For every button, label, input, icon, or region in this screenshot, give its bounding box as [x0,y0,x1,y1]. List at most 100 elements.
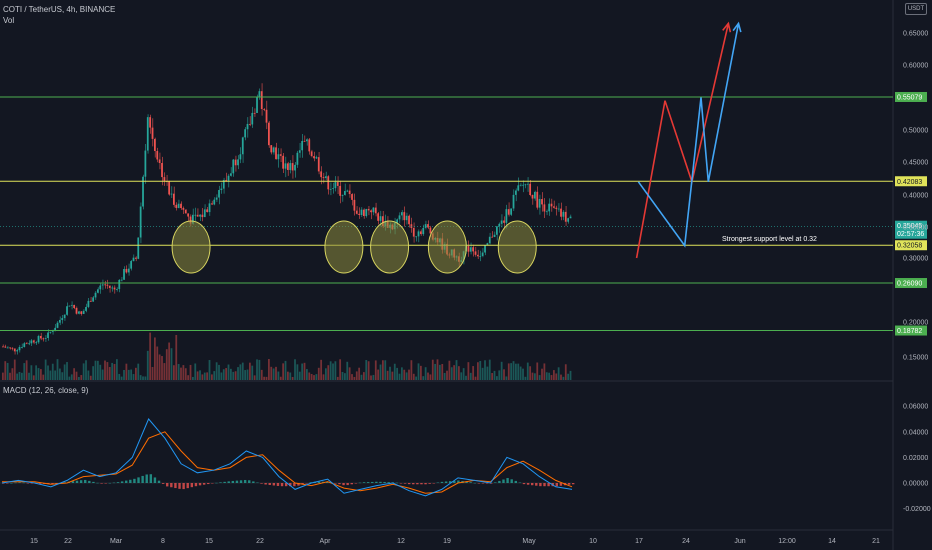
volume-bar [493,370,496,380]
macd-histogram-bar [469,482,472,483]
volume-bar [553,370,555,380]
candle-body [130,261,133,269]
volume-bar [534,373,536,380]
candle-body [296,152,299,165]
volume-bar [517,363,520,380]
volume-bar [187,375,190,380]
volume-bar [289,372,292,380]
candle-body [163,177,166,182]
volume-bar [127,369,130,380]
macd-histogram-bar [239,480,243,483]
volume-bar [365,359,368,380]
macd-histogram-bar [358,482,362,484]
volume-bar [524,376,527,380]
volume-bar [560,374,562,380]
candle-body [531,194,534,199]
candle-body [491,236,494,238]
candle-body [182,208,185,210]
macd-histogram-bar [436,482,440,484]
volume-bar [515,363,517,380]
volume-bar [298,371,301,380]
candle-body [410,224,413,229]
candle-body [474,251,477,255]
candle-body [398,215,401,220]
candle-body [427,224,429,228]
support-circle [171,220,211,274]
candle-body [396,219,399,223]
volume-bar [564,364,567,380]
volume-bar [405,372,408,380]
volume-bar [308,372,311,380]
red-projection-arrow [635,23,730,259]
level-badge [895,176,927,187]
candle-body [298,150,301,153]
level-badge [895,240,927,251]
candle-body [156,151,159,160]
volume-bar [548,372,551,380]
macd-histogram-bar [424,483,427,485]
volume-bar [104,360,106,380]
macd-histogram-bar [395,482,399,484]
volume-bar [569,370,572,380]
macd-histogram-bar [309,482,312,483]
volume-bar [336,376,339,380]
candle-body [327,176,330,190]
macd-histogram-bar [293,483,296,487]
candle-body [158,159,161,164]
volume-bar [87,370,90,380]
candle-body [68,305,71,307]
candle-body [291,163,294,171]
candle-body [301,140,304,151]
candle-body [222,179,225,189]
candle-body [75,307,78,314]
volume-bar [225,368,228,380]
volume-bar [92,366,95,380]
macd-histogram-bar [375,481,378,483]
volume-bar [149,332,152,380]
candle-body [519,184,522,186]
candle-body [258,91,261,98]
candle-body [189,216,192,224]
candle-body [524,184,527,186]
macd-histogram-bar [104,483,107,484]
price-tick-label: 0.30000 [903,256,928,263]
volume-bar [82,363,85,380]
macd-histogram-bar [481,483,485,484]
volume-bar [232,371,235,380]
volume-bar [130,369,133,380]
macd-histogram-bar [207,483,210,485]
volume-bar [139,375,142,380]
macd-histogram-bar [100,483,103,484]
candle-body [512,194,515,209]
macd-histogram-bar [362,482,366,483]
candle-body [244,129,247,138]
volume-bar [218,364,220,380]
candle-body [374,207,377,214]
candle-body [401,212,403,216]
volume-bar [260,369,263,380]
volume-bar [170,348,173,380]
candle-body [51,331,54,332]
volume-bar [431,359,434,380]
macd-histogram-bar [71,481,75,483]
candle-body [35,342,38,344]
candle-body [66,306,68,315]
volume-bar [256,359,258,380]
candle-body [230,173,232,176]
candle-body [377,213,380,221]
macd-line [1,418,573,497]
time-tick-label: 17 [635,538,643,545]
currency-badge[interactable]: USDT [905,3,927,15]
volume-bar [28,372,30,380]
macd-histogram-bar [530,483,534,486]
candle-layer [2,83,572,355]
candle-body [61,318,64,320]
candle-body [486,243,489,246]
macd-histogram-bar [6,483,9,484]
price-tick-label: 0.35000 [903,225,928,232]
macd-histogram-bar [407,483,411,485]
candle-body [125,268,128,273]
volume-bar [348,367,351,380]
volume-bar [358,367,361,380]
